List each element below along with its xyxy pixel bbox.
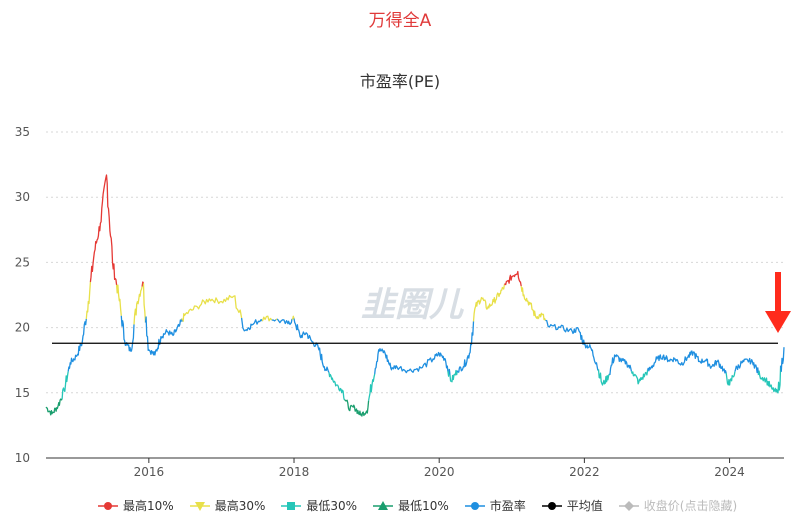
x-tick-label: 2024 [714,465,745,479]
chart-legend: 最高10% 最高30% 最低30% 最低10% 市盈率 平均值 收盘价(点击隐藏) [98,497,753,514]
pe-line-segment [449,369,458,383]
legend-swatch-icon [618,500,639,511]
y-tick-label: 10 [15,451,30,465]
pe-line-segment [456,370,459,373]
pe-line-segment [448,368,451,375]
pe-line-segment [276,318,293,326]
legend-swatch-icon [98,501,118,510]
pe-line-segment [141,281,145,287]
legend-item[interactable]: 最高10% [98,497,174,514]
pe-line-segment [271,319,277,322]
legend-item[interactable]: 最低10% [373,497,449,514]
pe-line-segment [503,270,522,287]
pe-line-segment [609,354,633,375]
pe-line-segment [261,315,273,322]
legend-swatch-icon [541,501,562,510]
legend-swatch-icon [373,500,394,510]
pe-line-segment [545,319,599,371]
pe-line-segment [374,348,449,375]
pe-line-segment [275,318,278,321]
pe-line-segment [344,399,370,417]
pe-line-segment [520,286,547,321]
page-title: 万得全A [368,11,432,31]
x-tick-label: 2018 [279,465,310,479]
legend-label: 最低10% [398,499,449,513]
x-tick-label: 2020 [424,465,455,479]
legend-label: 最高10% [123,499,174,513]
pe-line-segment [646,350,727,374]
pe-line-segment [181,318,184,321]
watermark: 韭圈儿 [361,285,464,325]
pe-line-segment [67,318,87,372]
pe-line-segment [133,286,143,325]
legend-swatch-icon [189,501,210,511]
pe-line-segment [458,321,475,373]
y-tick-label: 15 [15,386,30,400]
pe-line-segment [120,315,135,352]
pe-line-segment [472,284,506,322]
pe-line-segment [240,317,263,332]
pe-line-segment [182,294,243,322]
pe-line-segment [328,372,346,401]
legend-swatch-icon [281,501,302,510]
y-tick-label: 30 [15,190,30,204]
pe-line-segment [734,357,760,376]
pe-line-segment [779,347,785,373]
pe-line-segment [61,371,69,400]
x-tick-label: 2016 [134,465,165,479]
legend-item[interactable]: 平均值 [541,497,603,514]
pe-line-segment [597,369,611,386]
legend-label: 最高30% [214,499,266,513]
pe-line-segment [630,369,649,385]
pe-line-segment [85,281,92,320]
legend-item[interactable]: 市盈率 [464,497,526,514]
legend-label: 收盘价(点击隐藏) [643,499,738,513]
grid-lines [46,131,784,459]
pe-line-segment [367,373,376,401]
legend-item[interactable]: 收盘价(点击隐藏) [618,497,738,514]
legend-swatch-icon [464,501,485,510]
series-layer [45,174,785,417]
pe-line-segment [725,371,736,386]
pe-line-segment [89,174,118,285]
legend-label: 最低30% [306,499,358,513]
pe-line-segment [115,284,122,316]
pe-line-segment [45,398,63,416]
legend-item[interactable]: 最高30% [189,497,266,514]
legend-label: 平均值 [566,499,603,513]
pe-line-segment [757,365,782,394]
pe-line-segment [144,316,183,356]
y-tick-label: 35 [15,125,30,139]
pe-line-segment [293,318,330,373]
y-tick-label: 20 [15,321,30,335]
legend-label: 市盈率 [489,499,526,513]
y-axis-ticks: 10 15 20 25 30 35 [15,125,30,465]
y-tick-label: 25 [15,255,30,269]
x-axis-ticks: 2016 2018 2020 2022 2024 [134,458,745,479]
x-tick-label: 2022 [569,465,600,479]
legend-item[interactable]: 最低30% [281,497,357,514]
pe-line-segment [142,283,147,323]
pe-line-segment [291,315,295,320]
down-arrow-icon [765,272,791,333]
chart-title: 市盈率(PE) [359,72,441,91]
